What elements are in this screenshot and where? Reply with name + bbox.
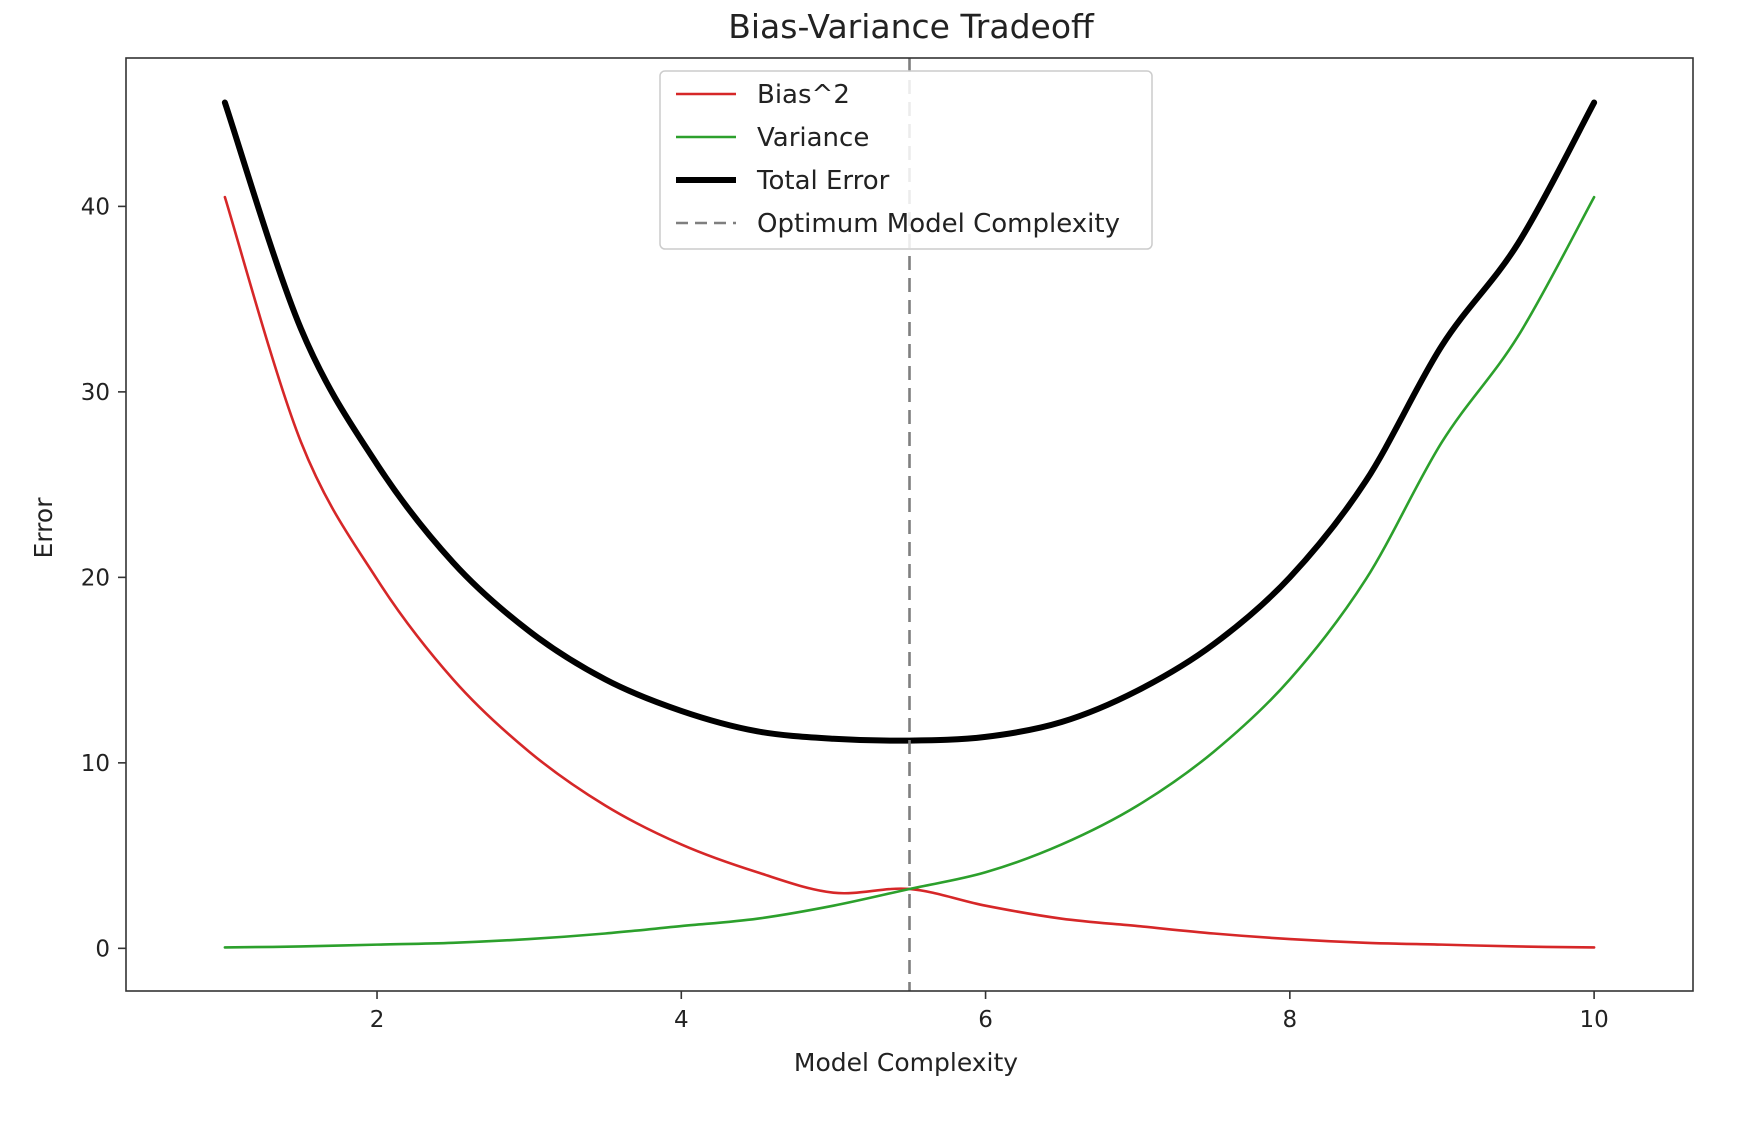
x-axis-label: Model Complexity <box>794 1048 1018 1077</box>
y-tick-label: 10 <box>81 751 110 777</box>
legend-items: Bias^2 Variance Total Error Optimum Model C… <box>676 80 1120 239</box>
y-axis-label: Error <box>29 497 58 559</box>
series-line-bias-2 <box>223 195 1596 949</box>
chart-title: Bias-Variance Tradeoff <box>728 7 1095 46</box>
legend-label-bias-2: Bias^2 <box>757 80 850 110</box>
plot-frame <box>125 57 1694 992</box>
x-tick-label: 6 <box>978 1007 993 1033</box>
legend-label-variance: Variance <box>757 123 869 153</box>
x-tick-label: 4 <box>674 1007 689 1033</box>
y-tick-label: 0 <box>95 936 110 962</box>
y-axis-ticks: 0 10 20 30 40 <box>81 194 126 962</box>
legend: Bias^2 Variance Total Error Optimum Model C… <box>659 70 1153 250</box>
x-tick-label: 2 <box>370 1007 385 1033</box>
x-tick-label: 8 <box>1283 1007 1298 1033</box>
legend-label-optimum-model-complexity: Optimum Model Complexity <box>757 209 1120 239</box>
y-tick-label: 30 <box>81 380 110 406</box>
y-tick-label: 20 <box>81 565 110 591</box>
x-axis-ticks: 2 4 6 8 10 <box>370 991 1609 1033</box>
x-tick-label: 10 <box>1579 1007 1608 1033</box>
legend-box <box>659 70 1153 250</box>
legend-label-total-error: Total Error <box>756 166 890 196</box>
series-line-variance <box>223 195 1596 949</box>
y-tick-label: 40 <box>81 194 110 220</box>
